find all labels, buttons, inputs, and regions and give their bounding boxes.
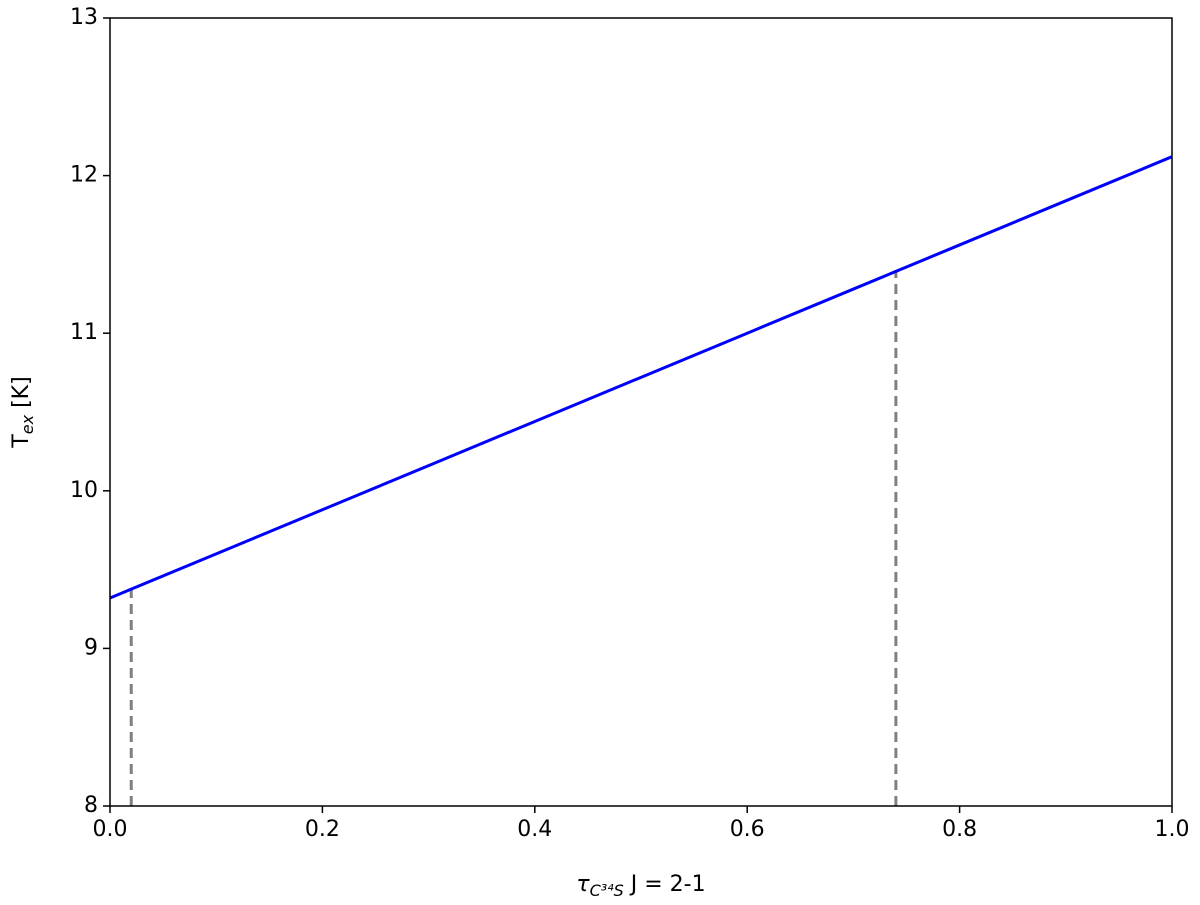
y-tick-label: 8 xyxy=(84,793,98,818)
y-tick-label: 11 xyxy=(70,320,98,345)
data-line xyxy=(109,155,1173,600)
y-label-rest: [K] xyxy=(9,376,34,415)
x-tick-label: 0.4 xyxy=(517,817,552,842)
x-axis-label: τC³⁴S J = 2-1 xyxy=(576,872,705,900)
x-tick-label: 0.8 xyxy=(942,817,977,842)
y-tick-label: 10 xyxy=(70,478,98,503)
x-tick-label: 0.2 xyxy=(305,817,340,842)
y-label-symbol: T xyxy=(9,434,34,449)
x-label-symbol: τ xyxy=(576,872,590,897)
x-tick-label: 0.0 xyxy=(93,817,128,842)
x-tick-label: 1.0 xyxy=(1155,817,1190,842)
plot-frame xyxy=(109,17,1173,807)
y-axis-label: Tex [K] xyxy=(9,376,37,448)
y-tick-label: 12 xyxy=(70,163,98,188)
x-label-rest: J = 2-1 xyxy=(624,872,706,897)
y-tick-label: 9 xyxy=(84,635,98,660)
x-label-sub: C³⁴S xyxy=(590,881,624,900)
x-tick-label: 0.6 xyxy=(730,817,765,842)
y-label-sub: ex xyxy=(18,414,37,434)
y-tick-label: 13 xyxy=(70,5,98,30)
